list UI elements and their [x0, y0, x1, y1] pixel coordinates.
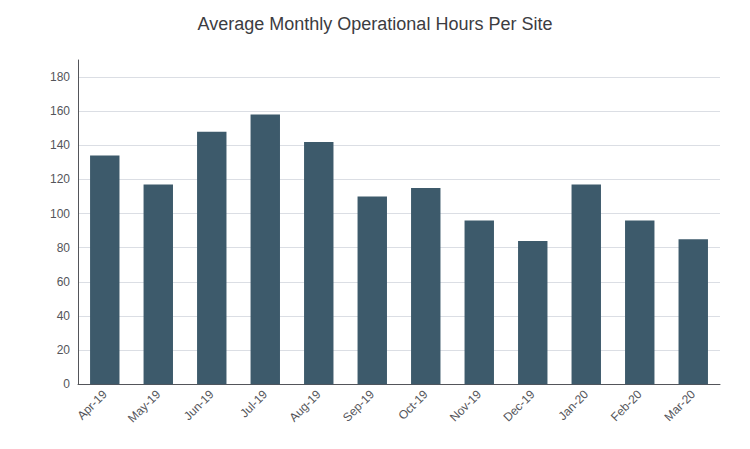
- svg-text:140: 140: [50, 138, 70, 152]
- svg-text:40: 40: [57, 309, 71, 323]
- svg-text:120: 120: [50, 172, 70, 186]
- svg-text:Aug-19: Aug-19: [286, 387, 323, 424]
- svg-text:20: 20: [57, 343, 71, 357]
- svg-text:80: 80: [57, 241, 71, 255]
- svg-text:160: 160: [50, 104, 70, 118]
- svg-text:Dec-19: Dec-19: [500, 387, 537, 424]
- svg-text:Jan-20: Jan-20: [555, 387, 591, 423]
- svg-text:100: 100: [50, 207, 70, 221]
- svg-text:Average Monthly Operational Ho: Average Monthly Operational Hours Per Si…: [198, 14, 553, 34]
- svg-text:Feb-20: Feb-20: [608, 387, 645, 424]
- svg-text:Mar-20: Mar-20: [661, 387, 698, 424]
- svg-text:0: 0: [63, 377, 70, 391]
- svg-text:May-19: May-19: [125, 387, 163, 425]
- svg-text:Sep-19: Sep-19: [340, 387, 377, 424]
- svg-text:Jun-19: Jun-19: [181, 387, 217, 423]
- svg-text:Jul-19: Jul-19: [237, 387, 270, 420]
- svg-text:Apr-19: Apr-19: [74, 387, 110, 423]
- svg-text:180: 180: [50, 70, 70, 84]
- svg-text:Nov-19: Nov-19: [447, 387, 484, 424]
- svg-text:Oct-19: Oct-19: [395, 387, 431, 423]
- svg-text:60: 60: [57, 275, 71, 289]
